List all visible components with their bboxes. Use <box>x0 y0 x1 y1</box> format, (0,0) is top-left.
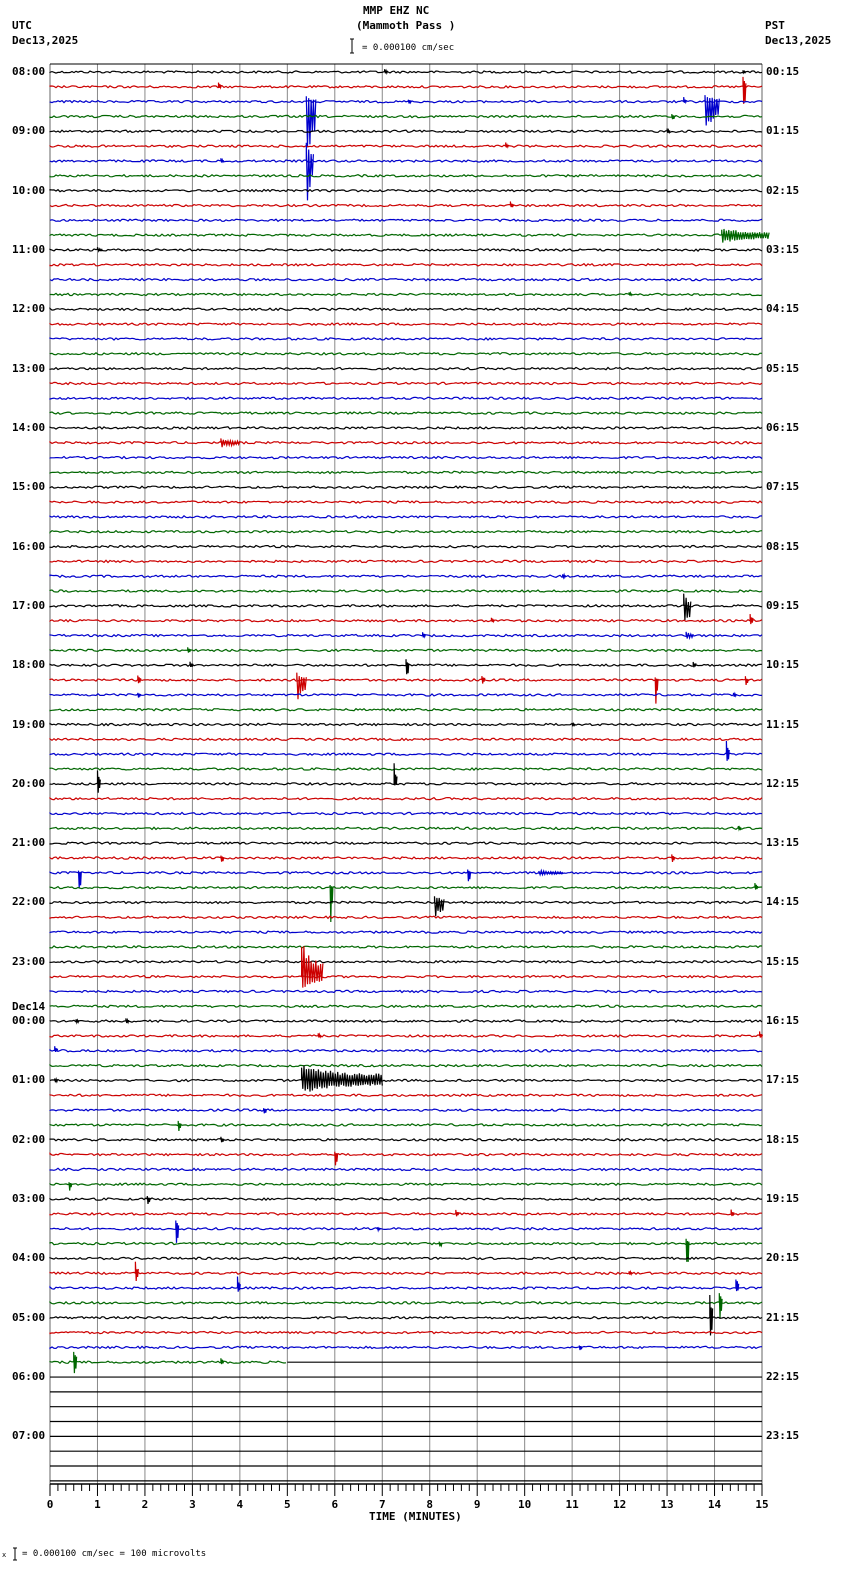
station-title: MMP EHZ NC <box>363 4 430 17</box>
utc-date-label: Dec14 <box>12 1000 46 1014</box>
utc-label: 06:00 <box>12 1370 46 1384</box>
x-tick-label: 2 <box>141 1498 149 1511</box>
pst-label: 15:15 <box>766 954 800 968</box>
pst-label: 02:15 <box>766 183 800 197</box>
pst-label: 17:15 <box>766 1073 800 1087</box>
x-axis-label: TIME (MINUTES) <box>369 1510 462 1523</box>
pst-label: 23:15 <box>766 1429 800 1443</box>
x-tick-label: 14 <box>707 1498 722 1511</box>
utc-label: 18:00 <box>12 658 46 672</box>
x-tick-label: 0 <box>46 1498 54 1511</box>
utc-label: 14:00 <box>12 420 46 434</box>
pst-label: 11:15 <box>766 717 800 731</box>
utc-label: 07:00 <box>12 1429 46 1443</box>
utc-label: 05:00 <box>12 1310 46 1324</box>
utc-label: 20:00 <box>12 776 46 790</box>
x-tick-label: 7 <box>378 1498 386 1511</box>
utc-label: 09:00 <box>12 124 46 138</box>
pst-label: 22:15 <box>766 1370 800 1384</box>
pst-label: 10:15 <box>766 658 800 672</box>
pst-label: 08:15 <box>766 539 800 553</box>
utc-label: 22:00 <box>12 895 46 909</box>
pst-label: 18:15 <box>766 1132 800 1146</box>
x-tick-label: 1 <box>94 1498 101 1511</box>
x-tick-label: 4 <box>236 1498 244 1511</box>
pst-label: 07:15 <box>766 480 800 494</box>
scale-bar-icon <box>350 38 354 54</box>
x-tick-label: 15 <box>755 1498 769 1511</box>
utc-label: 01:00 <box>12 1073 46 1087</box>
pst-label: 06:15 <box>766 420 800 434</box>
utc-label: 10:00 <box>12 183 46 197</box>
pst-label: 20:15 <box>766 1251 800 1265</box>
pst-label: 16:15 <box>766 1014 800 1028</box>
utc-label: 16:00 <box>12 539 46 553</box>
footer-prefix: x <box>2 1551 7 1559</box>
x-tick-label: 6 <box>331 1498 339 1511</box>
utc-label: 00:00 <box>12 1014 46 1028</box>
seismic-traces <box>49 68 770 1482</box>
pst-label: 13:15 <box>766 836 800 850</box>
utc-label: 13:00 <box>12 361 46 375</box>
pst-label: 14:15 <box>766 895 800 909</box>
right-date: Dec13,2025 <box>765 34 832 47</box>
x-tick-label: 13 <box>660 1498 674 1511</box>
utc-label: 19:00 <box>12 717 46 731</box>
utc-label: 03:00 <box>12 1192 46 1206</box>
pst-label: 05:15 <box>766 361 800 375</box>
x-tick-label: 5 <box>284 1498 291 1511</box>
minute-gridlines <box>49 63 763 1484</box>
left-date: Dec13,2025 <box>12 34 79 47</box>
scale-legend: = 0.000100 cm/sec <box>362 43 455 53</box>
pst-label: 01:15 <box>766 124 800 138</box>
x-tick-label: 9 <box>473 1498 481 1511</box>
utc-label: 11:00 <box>12 242 46 256</box>
utc-label: 12:00 <box>12 302 46 316</box>
utc-label: 23:00 <box>12 954 46 968</box>
x-tick-label: 3 <box>189 1498 196 1511</box>
time-axis <box>49 1483 763 1496</box>
utc-label: 17:00 <box>12 598 46 612</box>
pst-label: 19:15 <box>766 1192 800 1206</box>
utc-label: 02:00 <box>12 1132 46 1146</box>
x-tick-label: 11 <box>565 1498 579 1511</box>
utc-label: 08:00 <box>12 65 46 78</box>
pst-label: 03:15 <box>766 242 800 256</box>
utc-label: 04:00 <box>12 1251 46 1265</box>
pst-label: 12:15 <box>766 776 800 790</box>
pst-label: 04:15 <box>766 302 800 316</box>
utc-label: 15:00 <box>12 480 46 494</box>
utc-label: 21:00 <box>12 836 46 850</box>
footer-scale-bar-icon <box>13 1547 17 1561</box>
pst-label: 09:15 <box>766 598 800 612</box>
pst-label: 00:15 <box>766 65 800 78</box>
left-timezone: UTC <box>12 19 32 32</box>
x-tick-label: 8 <box>426 1498 434 1511</box>
footer-scale-legend: = 0.000100 cm/sec = 100 microvolts <box>22 1549 207 1559</box>
x-tick-label: 12 <box>612 1498 627 1511</box>
right-timezone: PST <box>765 19 785 32</box>
station-location: (Mammoth Pass ) <box>356 19 456 32</box>
pst-label: 21:15 <box>766 1310 800 1324</box>
x-tick-label: 10 <box>518 1498 532 1511</box>
